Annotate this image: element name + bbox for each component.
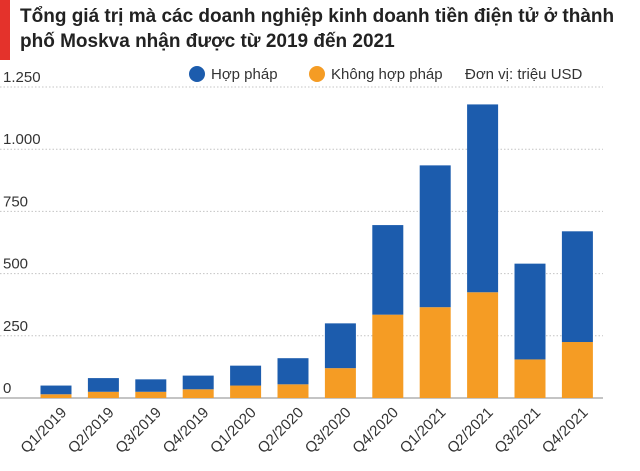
grid-lines xyxy=(0,86,603,399)
bar-segment xyxy=(561,231,593,343)
y-tick-label: 1.000 xyxy=(3,131,41,148)
bar-segment xyxy=(182,389,214,398)
x-axis-tick-labels: Q1/2019Q2/2019Q3/2019Q4/2019Q1/2020Q2/20… xyxy=(17,404,591,457)
bars xyxy=(40,104,593,398)
y-tick-label: 250 xyxy=(3,318,28,335)
bar-segment xyxy=(419,165,451,308)
bar-segment xyxy=(40,385,72,395)
bar-segment xyxy=(230,365,262,386)
x-tick-label: Q1/2019 xyxy=(17,404,70,457)
bar-segment xyxy=(277,358,309,385)
unit-note: Đơn vị: triệu USD xyxy=(465,66,583,83)
x-tick-label: Q4/2021 xyxy=(539,404,592,457)
x-tick-label: Q2/2020 xyxy=(254,404,307,457)
x-tick-label: Q1/2020 xyxy=(207,404,260,457)
y-tick-label: 0 xyxy=(3,380,11,397)
bar-segment xyxy=(40,394,72,398)
bar-segment xyxy=(467,292,499,398)
bar-segment xyxy=(372,225,404,315)
legend-label: Không hợp pháp xyxy=(331,66,443,83)
y-tick-label: 1.250 xyxy=(3,69,41,86)
x-tick-label: Q4/2020 xyxy=(349,404,402,457)
title-accent-bar xyxy=(0,0,10,60)
x-tick-label: Q4/2019 xyxy=(160,404,213,457)
x-tick-label: Q1/2021 xyxy=(397,404,450,457)
bar-segment xyxy=(87,391,119,398)
bar-segment xyxy=(230,385,262,398)
x-tick-label: Q3/2021 xyxy=(491,404,544,457)
bar-segment xyxy=(324,368,356,398)
bar-segment xyxy=(514,359,546,398)
bar-segment xyxy=(514,263,546,360)
bar-segment xyxy=(467,104,499,293)
bar-segment xyxy=(561,342,593,398)
legend-label: Hợp pháp xyxy=(211,66,278,83)
bar-segment xyxy=(87,378,119,392)
x-tick-label: Q3/2020 xyxy=(302,404,355,457)
bar-segment xyxy=(419,307,451,398)
legend-marker xyxy=(309,66,325,82)
y-axis-tick-labels: 0 250 500 750 1.000 1.250 xyxy=(3,69,41,397)
bar-segment xyxy=(135,379,167,392)
legend: Hợp pháp Không hợp pháp Đơn vị: triệu USD xyxy=(189,66,583,83)
x-tick-label: Q2/2019 xyxy=(65,404,118,457)
x-tick-label: Q2/2021 xyxy=(444,404,497,457)
legend-marker xyxy=(189,66,205,82)
y-tick-label: 500 xyxy=(3,256,28,273)
bar-segment xyxy=(277,384,309,398)
y-tick-label: 750 xyxy=(3,193,28,210)
bar-segment xyxy=(182,375,214,390)
chart-title: Tổng giá trị mà các doanh nghiệp kinh do… xyxy=(20,6,615,52)
bar-segment xyxy=(324,323,356,369)
x-tick-label: Q3/2019 xyxy=(112,404,165,457)
bar-segment xyxy=(135,391,167,398)
bar-segment xyxy=(372,314,404,398)
